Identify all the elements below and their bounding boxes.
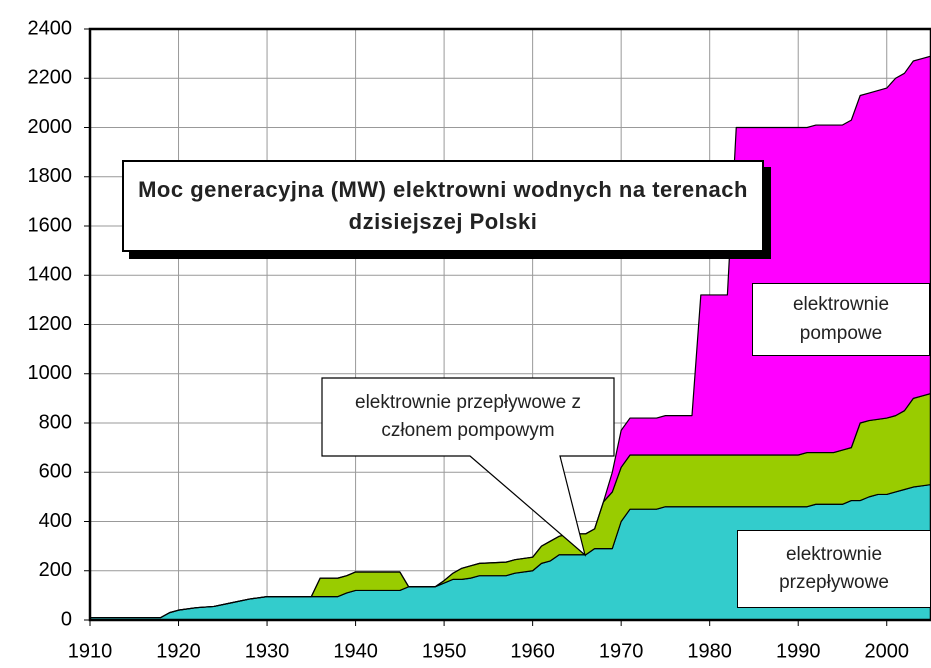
y-tick-label: 600	[39, 461, 72, 483]
x-tick-label: 1930	[245, 640, 290, 662]
y-tick-label: 1200	[28, 313, 73, 335]
y-tick-label: 1400	[28, 264, 73, 286]
y-tick-label: 2400	[28, 17, 73, 39]
y-tick-label: 400	[39, 510, 72, 532]
legend-label: elektrownie przepływowe	[737, 530, 931, 608]
legend-label: elektrownie pompowe	[752, 283, 930, 356]
x-tick-label: 2000	[864, 640, 909, 662]
chart-title: Moc generacyjna (MW) elektrowni wodnych …	[122, 160, 764, 252]
y-tick-label: 1000	[28, 362, 73, 384]
y-tick-label: 1600	[28, 214, 73, 236]
x-tick-label: 1990	[776, 640, 821, 662]
y-tick-label: 1800	[28, 165, 73, 187]
legend-label: elektrownie przepływowe z członem pompow…	[355, 391, 581, 442]
callout-pointer	[321, 377, 615, 557]
x-tick-label: 1960	[510, 640, 555, 662]
y-tick-label: 2000	[28, 116, 73, 138]
x-tick-label: 1940	[333, 640, 378, 662]
x-tick-label: 1970	[599, 640, 644, 662]
x-tick-label: 1950	[422, 640, 467, 662]
x-tick-label: 1920	[156, 640, 201, 662]
y-tick-label: 0	[61, 608, 72, 630]
x-tick-label: 1910	[68, 640, 113, 662]
x-tick-label: 1980	[687, 640, 732, 662]
y-tick-label: 200	[39, 559, 72, 581]
y-tick-label: 2200	[28, 67, 73, 89]
y-tick-label: 800	[39, 411, 72, 433]
